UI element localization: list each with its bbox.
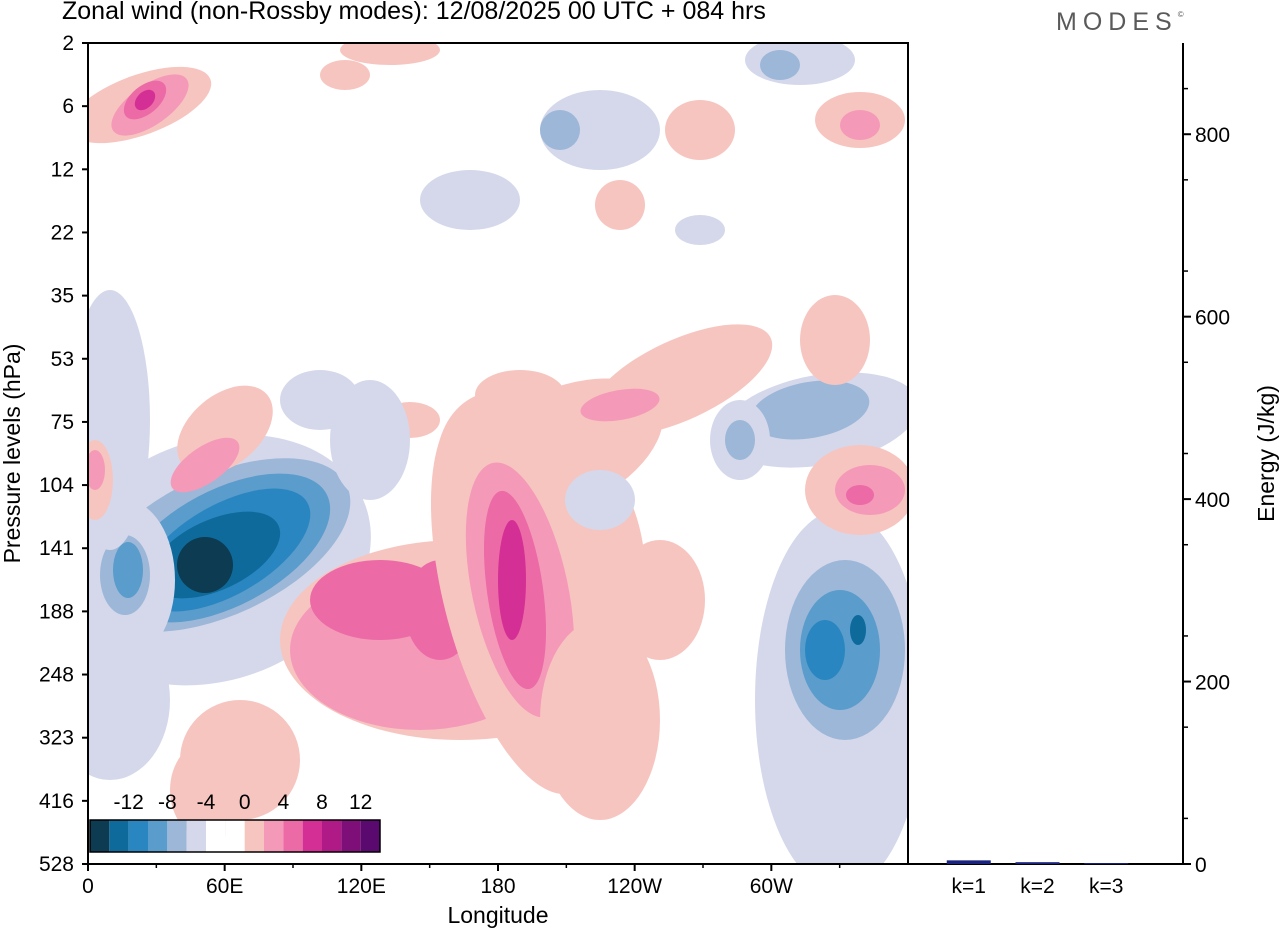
colorbar-swatch (283, 820, 303, 852)
contour-patch (177, 537, 233, 593)
y-tick-label: 528 (39, 853, 74, 876)
contour-patch (800, 295, 870, 385)
y-tick-label: 416 (39, 790, 74, 813)
energy-bar-k3 (1084, 863, 1129, 865)
contour-patch (595, 180, 645, 230)
colorbar-swatch (225, 820, 245, 852)
contour-patch (760, 50, 800, 80)
x-tick-label: 120E (337, 875, 386, 898)
contour-patch (320, 60, 370, 90)
contour-patch (540, 110, 580, 150)
energy-tick-label: 0 (1195, 854, 1207, 877)
energy-category-label: k=2 (1020, 875, 1054, 898)
contour-patch (665, 100, 735, 160)
colorbar-swatch (148, 820, 168, 852)
y-axis-title: Pressure levels (hPa) (0, 344, 25, 564)
contour-patch (475, 370, 565, 420)
contour-patch (170, 437, 240, 493)
colorbar-tick-label: 4 (277, 791, 289, 814)
colorbar-tick-label: -12 (113, 791, 143, 814)
colorbar-swatch (360, 820, 380, 852)
colorbar-swatch (186, 820, 206, 852)
contour-patch (540, 620, 660, 820)
y-tick-label: 22 (51, 221, 74, 244)
contour-patch (805, 620, 845, 680)
energy-bar-k1 (946, 860, 991, 864)
colorbar-swatch (128, 820, 148, 852)
contour-patch (675, 215, 725, 245)
contour-patch (88, 450, 105, 490)
x-tick-label: 60E (206, 875, 243, 898)
contour-patch (280, 370, 360, 430)
contour-patch (88, 620, 170, 780)
colorbar-tick-label: -4 (197, 791, 216, 814)
contour-patch (725, 420, 755, 460)
contour-patch (750, 380, 870, 440)
energy-bar-k2 (1015, 862, 1060, 864)
energy-bar-axes: 0 200 400 600 800 Energy (J/kg) k=1 k=2 k=3 (908, 43, 1279, 898)
contour-patch (565, 470, 635, 530)
contour-patch (580, 388, 660, 422)
colorbar-swatch (167, 820, 187, 852)
energy-tick-label: 600 (1195, 307, 1230, 330)
y-tick-label: 323 (39, 727, 74, 750)
y-tick-label: 188 (39, 600, 74, 623)
energy-category-label: k=1 (952, 875, 986, 898)
contour-patch (850, 615, 866, 645)
contour-patch (88, 290, 150, 550)
y-tick-label: 104 (39, 474, 74, 497)
energy-tick-label: 800 (1195, 124, 1230, 147)
modes-logo: MODES© (1056, 8, 1184, 37)
colorbar-tick-label: -8 (158, 791, 177, 814)
energy-axis-title: Energy (J/kg) (1253, 385, 1279, 522)
colorbar-swatch (264, 820, 284, 852)
contour-patch (420, 170, 520, 230)
contour-patch (498, 520, 526, 640)
y-tick-label: 141 (39, 537, 74, 560)
contour-patch (180, 700, 300, 820)
colorbar-tick-label: 0 (239, 791, 251, 814)
colorbar-tick-label: 8 (316, 791, 328, 814)
colorbar: -12 -8 -4 0 4 8 12 (89, 791, 381, 853)
x-tick-label: 180 (480, 875, 515, 898)
colorbar-swatch (90, 820, 110, 852)
colorbar-frame (89, 819, 381, 853)
energy-category-label: k=3 (1089, 875, 1123, 898)
contour-patch (840, 110, 880, 140)
y-tick-label: 6 (62, 95, 74, 118)
y-tick-label: 35 (51, 285, 74, 308)
contour-patch (134, 89, 156, 111)
contour-patch (615, 540, 705, 660)
x-tick-label: 120W (607, 875, 662, 898)
x-tick-label: 60W (750, 875, 793, 898)
logo-copyright-mark: © (1177, 10, 1184, 19)
contour-patch (540, 90, 660, 170)
logo-text: MODES (1056, 8, 1178, 36)
y-tick-label: 12 (51, 158, 74, 181)
colorbar-swatch (206, 820, 226, 852)
contour-patch (113, 542, 143, 598)
contour-field (88, 43, 908, 864)
x-axis-title: Longitude (447, 902, 548, 928)
colorbar-swatch (244, 820, 264, 852)
contour-patch (846, 485, 874, 505)
colorbar-tick-label: 12 (349, 791, 372, 814)
contour-patch (340, 43, 440, 65)
y-tick-label: 248 (39, 664, 74, 687)
energy-tick-label: 200 (1195, 672, 1230, 695)
colorbar-swatch (341, 820, 361, 852)
colorbar-swatch (109, 820, 129, 852)
colorbar-swatch (302, 820, 322, 852)
y-tick-label: 53 (51, 348, 74, 371)
y-tick-label: 2 (62, 32, 74, 55)
chart-title: Zonal wind (non-Rossby modes): 12/08/202… (62, 0, 766, 25)
x-tick-label: 0 (82, 875, 94, 898)
y-tick-label: 75 (51, 411, 74, 434)
colorbar-swatch (322, 820, 342, 852)
energy-tick-label: 400 (1195, 489, 1230, 512)
